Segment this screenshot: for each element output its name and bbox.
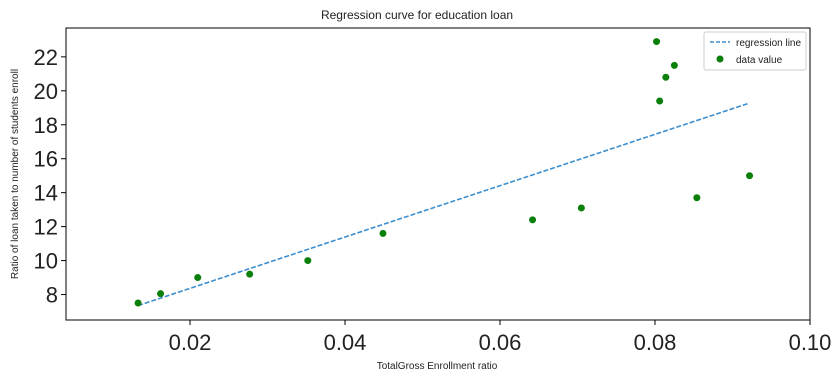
- data-point: [656, 98, 663, 105]
- data-point: [529, 216, 536, 223]
- series-layer: [135, 38, 753, 306]
- data-point: [379, 230, 386, 237]
- regression-line: [138, 104, 748, 306]
- data-point: [653, 38, 660, 45]
- y-tick-label: 18: [34, 113, 58, 138]
- y-tick-label: 14: [34, 181, 58, 206]
- data-point: [671, 62, 678, 69]
- y-axis: 8 10 12 14 16 18 20 22: [34, 45, 66, 308]
- data-point: [662, 74, 669, 81]
- legend-label-regression: regression line: [736, 38, 801, 49]
- data-point: [578, 204, 585, 211]
- data-point: [246, 271, 253, 278]
- x-tick-label: 0.04: [324, 330, 367, 355]
- x-axis: 0.02 0.04 0.06 0.08 0.10: [169, 320, 832, 355]
- chart-title: Regression curve for education loan: [321, 8, 513, 22]
- data-point: [194, 274, 201, 281]
- data-point: [135, 300, 142, 307]
- y-tick-label: 8: [46, 283, 58, 308]
- y-tick-label: 20: [34, 79, 58, 104]
- data-point: [693, 194, 700, 201]
- x-tick-label: 0.06: [479, 330, 522, 355]
- y-axis-label: Ratio of loan taken to number of student…: [10, 69, 21, 279]
- data-point: [304, 257, 311, 264]
- x-tick-label: 0.10: [789, 330, 832, 355]
- x-tick-label: 0.08: [634, 330, 677, 355]
- y-tick-label: 16: [34, 147, 58, 172]
- plot-area: [66, 28, 810, 320]
- y-tick-label: 12: [34, 215, 58, 240]
- x-tick-label: 0.02: [169, 330, 212, 355]
- y-tick-label: 22: [34, 45, 58, 70]
- data-point: [746, 172, 753, 179]
- legend: regression line data value: [704, 32, 806, 70]
- legend-dot-swatch: [717, 56, 724, 63]
- data-point: [157, 290, 164, 297]
- legend-label-data: data value: [736, 55, 783, 66]
- x-axis-label: TotalGross Enrollment ratio: [377, 361, 498, 372]
- y-tick-label: 10: [34, 249, 58, 274]
